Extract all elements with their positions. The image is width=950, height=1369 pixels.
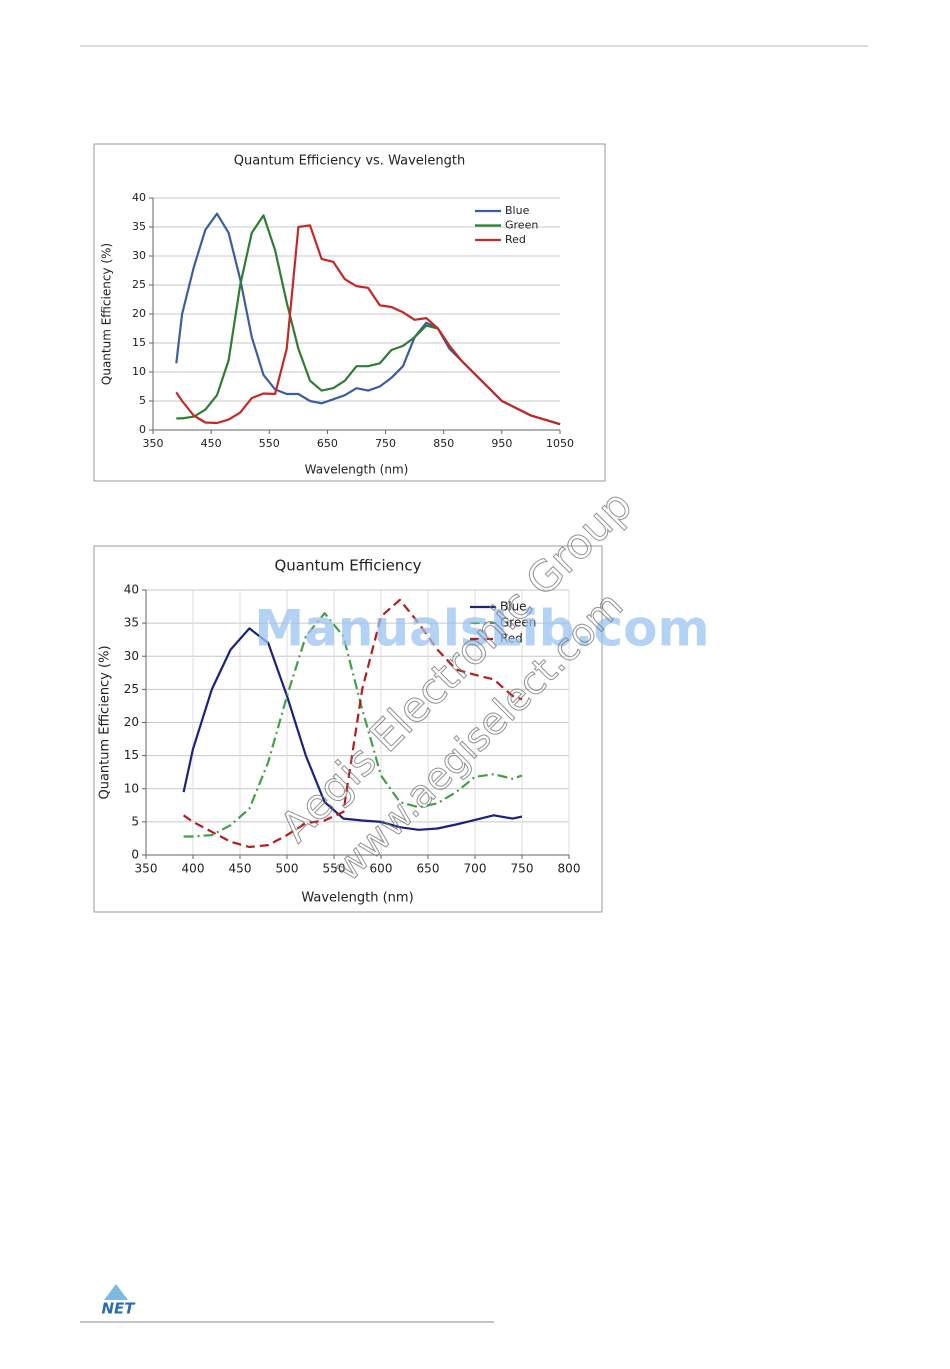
- legend-label: Green: [500, 616, 536, 630]
- x-tick-label: 450: [229, 862, 252, 876]
- logo-text: NET: [101, 1300, 136, 1318]
- chart-title: Quantum Efficiency: [274, 557, 421, 575]
- x-tick-label: 650: [417, 862, 440, 876]
- y-tick-label: 40: [124, 583, 139, 597]
- x-tick-label: 750: [375, 437, 396, 450]
- x-axis-label: Wavelength (nm): [305, 463, 409, 477]
- y-tick-label: 20: [132, 307, 146, 320]
- chart-title: Quantum Efficiency vs. Wavelength: [234, 154, 465, 169]
- x-tick-label: 500: [276, 862, 299, 876]
- x-tick-label: 1050: [546, 437, 574, 450]
- series-line: [182, 627, 523, 831]
- series-line: [175, 224, 561, 426]
- chart-frame: [93, 545, 603, 913]
- y-axis-label: Quantum Efficiency (%): [98, 645, 113, 799]
- x-tick-label: 400: [182, 862, 205, 876]
- y-tick-label: 35: [132, 220, 146, 233]
- y-tick-label: 25: [124, 682, 139, 696]
- footer-logo: NET: [101, 1284, 136, 1318]
- y-tick-label: 25: [132, 278, 146, 291]
- y-tick-label: 35: [124, 616, 139, 630]
- x-tick-label: 450: [201, 437, 222, 450]
- y-tick-label: 30: [132, 249, 146, 262]
- chart-frame: [93, 143, 606, 482]
- y-axis-label: Quantum Efficiency (%): [100, 243, 114, 385]
- legend-label: Green: [505, 219, 538, 232]
- x-tick-label: 950: [491, 437, 512, 450]
- series-line: [175, 212, 561, 426]
- y-tick-label: 10: [132, 365, 146, 378]
- y-tick-label: 30: [124, 649, 139, 663]
- series-line: [182, 598, 523, 849]
- legend-label: Red: [505, 233, 526, 246]
- y-tick-label: 0: [131, 848, 139, 862]
- x-tick-label: 600: [370, 862, 393, 876]
- x-tick-label: 850: [433, 437, 454, 450]
- y-tick-label: 15: [124, 748, 139, 762]
- y-tick-label: 20: [124, 715, 139, 729]
- x-tick-label: 550: [323, 862, 346, 876]
- y-tick-label: 10: [124, 781, 139, 795]
- legend-label: Red: [500, 632, 523, 646]
- y-tick-label: 5: [139, 394, 146, 407]
- x-tick-label: 700: [464, 862, 487, 876]
- legend-label: Blue: [500, 600, 527, 614]
- y-tick-label: 15: [132, 336, 146, 349]
- legend-label: Blue: [505, 204, 530, 217]
- x-tick-label: 550: [259, 437, 280, 450]
- y-tick-label: 40: [132, 191, 146, 204]
- x-tick-label: 350: [135, 862, 158, 876]
- x-tick-label: 750: [511, 862, 534, 876]
- x-tick-label: 800: [558, 862, 581, 876]
- x-tick-label: 650: [317, 437, 338, 450]
- y-tick-label: 5: [131, 814, 139, 828]
- watermark: ManualsLib.com: [254, 600, 709, 658]
- x-tick-label: 350: [143, 437, 164, 450]
- x-axis-label: Wavelength (nm): [301, 891, 413, 906]
- y-tick-label: 0: [139, 423, 146, 436]
